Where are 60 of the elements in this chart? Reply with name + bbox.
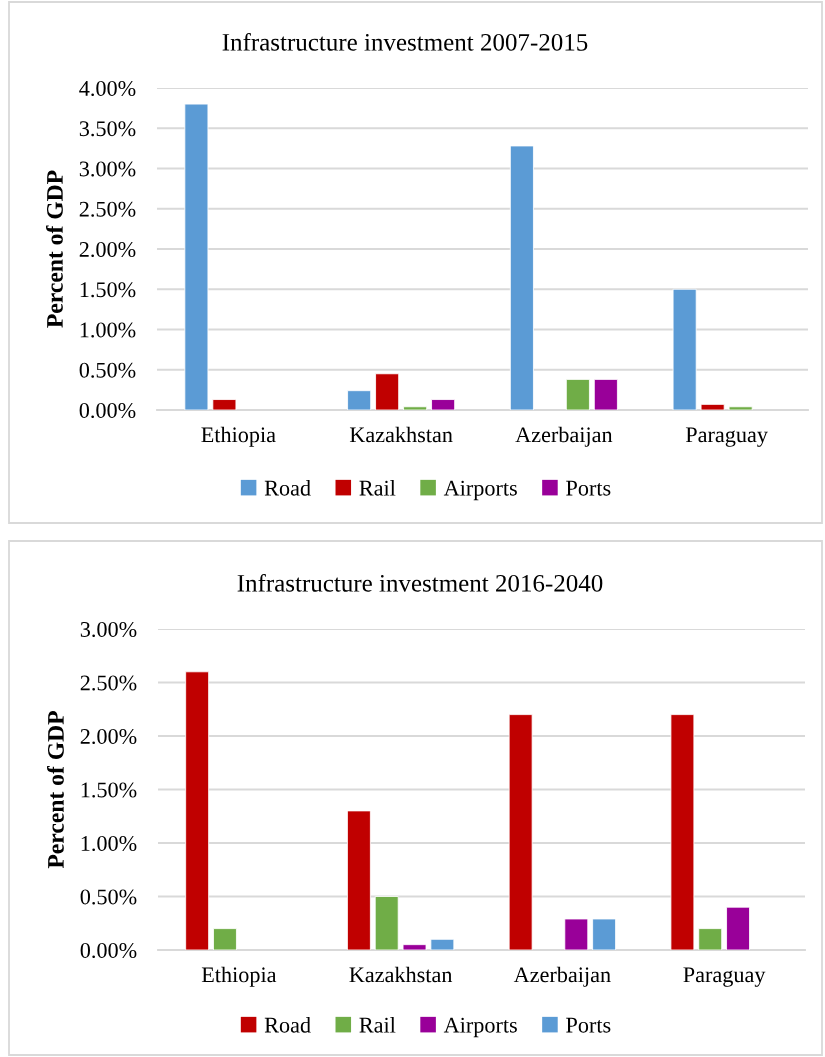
x-tick-label: Ethiopia [201, 426, 276, 447]
y-tick-label: 3.50% [79, 121, 136, 137]
y-tick-label: 2.50% [80, 675, 137, 691]
bar [347, 390, 372, 410]
bar [346, 810, 371, 950]
bar [374, 896, 399, 950]
y-tick-label: 2.00% [80, 728, 137, 745]
y-tick-label: 0.50% [80, 889, 137, 905]
bar [375, 373, 400, 410]
y-tick-label: 4.00% [79, 80, 136, 97]
legend-label: Airports [443, 1017, 517, 1038]
y-tick-label: 0.50% [79, 362, 136, 378]
legend-label: Road [264, 479, 311, 496]
y-tick-label: 1.50% [80, 282, 136, 298]
bar [670, 714, 695, 950]
y-tick-label: 2.50% [79, 201, 136, 217]
bar [726, 906, 750, 950]
bar [431, 399, 456, 410]
x-tick-label: Azerbaijan [513, 966, 611, 987]
y-axis-title: Percent of GDP [47, 711, 64, 869]
bar [698, 928, 723, 950]
legend-label: Airports [443, 480, 517, 501]
y-tick-label: 1.50% [81, 782, 137, 798]
bar [212, 399, 237, 410]
bar [184, 103, 209, 410]
legend-label: Ports [566, 1017, 611, 1033]
bar [402, 944, 427, 950]
legend-label: Road [264, 1016, 311, 1033]
y-tick-label: 3.00% [80, 621, 137, 638]
chart-title: Infrastructure investment 2007-2015 [222, 32, 588, 51]
x-tick-label: Paraguay [683, 967, 766, 987]
bar [508, 714, 533, 950]
x-tick-label: Ethiopia [201, 966, 277, 987]
y-tick-label: 1.00% [80, 322, 136, 338]
x-tick-label: Kazakhstan [349, 966, 453, 983]
bar [672, 288, 697, 410]
x-tick-label: Paraguay [685, 427, 768, 447]
legend-label: Rail [359, 479, 396, 496]
bar [700, 403, 725, 410]
bar [185, 671, 210, 950]
y-tick-label: 3.00% [79, 161, 136, 177]
bar [430, 938, 455, 950]
bar [592, 918, 617, 950]
y-tick-label: 2.00% [79, 241, 136, 258]
chart-title: Infrastructure investment 2016-2040 [237, 573, 603, 592]
bar [565, 378, 590, 410]
y-tick-label: 0.00% [80, 942, 137, 959]
bar [403, 406, 428, 410]
legend-label: Ports [566, 480, 611, 496]
bar [213, 928, 237, 950]
y-axis-title: Percent of GDP [46, 170, 63, 328]
x-tick-label: Kazakhstan [349, 426, 453, 443]
bar [593, 378, 618, 410]
legend-label: Rail [359, 1016, 396, 1033]
y-tick-label: 0.00% [79, 402, 136, 419]
bar [564, 918, 589, 950]
bar [728, 406, 753, 410]
x-tick-label: Azerbaijan [515, 426, 613, 447]
y-tick-label: 1.00% [81, 835, 137, 852]
bar [509, 145, 534, 410]
